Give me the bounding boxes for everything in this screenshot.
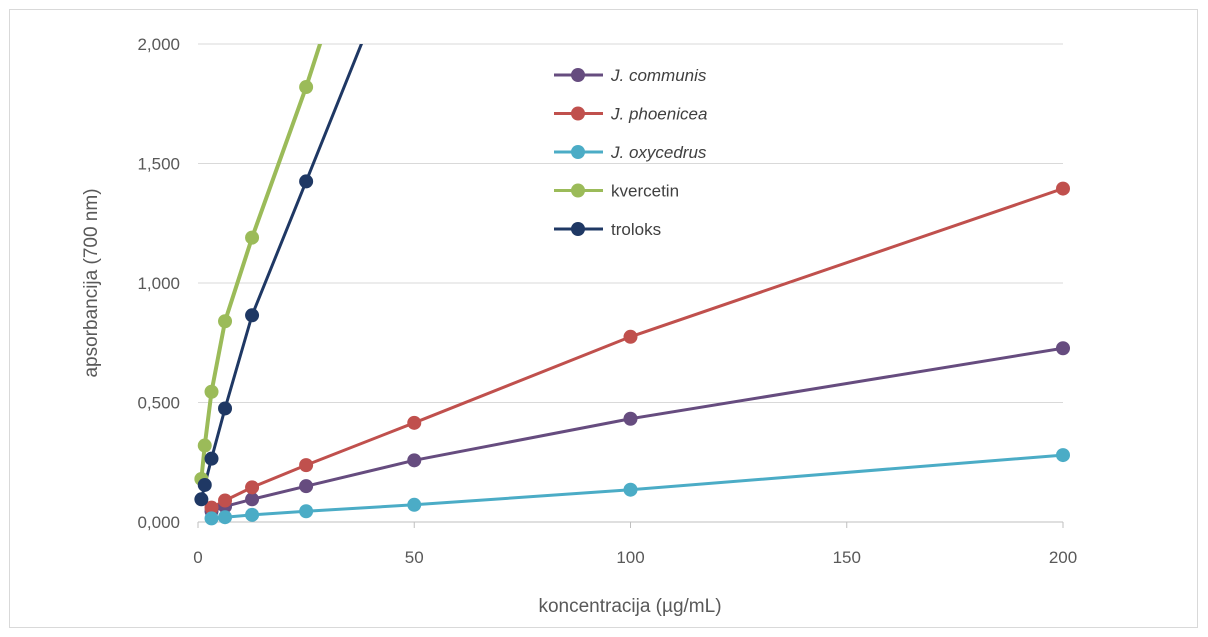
legend-item: J. phoenicea — [554, 105, 707, 124]
legend-swatch-marker — [571, 68, 585, 82]
data-point — [194, 492, 209, 507]
data-point — [218, 401, 233, 416]
x-tick-label: 150 — [833, 548, 861, 567]
legend-item: J. communis — [554, 66, 707, 85]
y-tick-labels: 0,000 0,500 1,000 1,500 2,000 — [137, 35, 180, 532]
data-point — [407, 415, 422, 430]
data-point — [407, 453, 422, 468]
data-point — [623, 329, 638, 344]
x-tick-label: 50 — [405, 548, 424, 567]
legend: J. communis J. phoenicea J. oxycedrus kverc… — [554, 66, 707, 239]
chart-frame — [9, 9, 1198, 628]
data-point — [218, 314, 233, 329]
data-point — [204, 500, 219, 515]
legend-label: kvercetin — [611, 182, 679, 201]
data-point — [245, 507, 260, 522]
series-points — [194, 80, 1070, 526]
data-point — [299, 458, 314, 473]
data-point — [407, 497, 422, 512]
legend-item: kvercetin — [554, 182, 679, 201]
data-point — [1056, 181, 1070, 196]
x-tick-label: 0 — [193, 548, 202, 567]
data-point — [299, 80, 314, 95]
legend-swatch-marker — [571, 183, 585, 198]
data-point — [623, 482, 638, 497]
series-line — [211, 453, 1063, 520]
data-point — [204, 451, 219, 466]
data-point — [204, 384, 219, 399]
series-line — [211, 346, 1063, 513]
x-tick-label: 100 — [616, 548, 644, 567]
y-tick-label: 1,500 — [137, 155, 180, 174]
series-line — [199, 44, 364, 500]
x-tick-label: 200 — [1049, 548, 1077, 567]
data-point — [204, 511, 219, 526]
legend-swatch-marker — [571, 145, 585, 159]
data-point — [218, 493, 233, 508]
data-point — [218, 510, 233, 525]
legend-label: J. phoenicea — [610, 105, 707, 124]
data-point — [1056, 341, 1070, 356]
series-lines — [199, 44, 1063, 520]
data-point — [245, 480, 260, 495]
data-point — [623, 411, 638, 426]
data-point — [299, 479, 314, 494]
data-point — [197, 477, 212, 492]
legend-item: troloks — [554, 220, 661, 239]
y-axis-title: apsorbancija (700 nm) — [81, 188, 102, 377]
legend-item: J. oxycedrus — [554, 143, 707, 162]
legend-swatch-marker — [571, 222, 585, 236]
y-tick-label: 0,000 — [137, 513, 180, 532]
data-point — [245, 230, 260, 245]
y-tick-label: 1,000 — [137, 274, 180, 293]
data-point — [299, 504, 314, 519]
data-point — [245, 492, 260, 507]
legend-label: troloks — [611, 220, 661, 239]
y-tick-label: 0,500 — [137, 394, 180, 413]
data-point — [197, 438, 212, 453]
data-point — [299, 174, 314, 189]
legend-label: J. oxycedrus — [610, 143, 707, 162]
legend-swatch-marker — [571, 106, 585, 121]
legend-label: J. communis — [610, 66, 707, 85]
x-axis-title: koncentracija (µg/mL) — [538, 596, 721, 617]
data-point — [245, 308, 260, 323]
y-tick-label: 2,000 — [137, 35, 180, 54]
data-point — [1056, 448, 1070, 463]
gridlines — [198, 43, 1063, 523]
x-tick-labels: 0 50 100 150 200 — [193, 522, 1077, 567]
